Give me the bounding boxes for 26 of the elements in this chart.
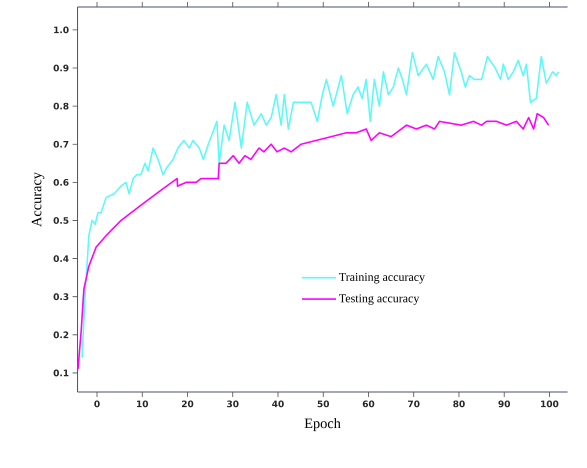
x-tick-label: 60 [362, 400, 374, 408]
y-tick-label: 0.9 [54, 64, 68, 72]
y-tick-label: 0.7 [54, 140, 68, 148]
line-series [81, 52, 560, 358]
x-tick-label: 80 [453, 400, 465, 408]
y-tick-label: 0.6 [54, 178, 69, 186]
x-axis-title: Epoch [304, 418, 341, 432]
x-tick-label: 100 [541, 400, 558, 408]
y-tick-label: 0.5 [54, 217, 68, 224]
x-tick-label: 0 [94, 400, 100, 408]
x-tick-label: 70 [408, 400, 420, 408]
x-tick-label: 10 [137, 400, 148, 408]
x-tick-label: 50 [318, 400, 330, 408]
x-tick-label: 40 [272, 400, 284, 408]
legend-label: Training accuracy [339, 272, 426, 284]
legend-label: Testing accuracy [339, 294, 420, 305]
x-tick-label: 90 [498, 400, 510, 408]
x-tick-label: 30 [227, 400, 239, 408]
y-tick-label: 0.1 [54, 370, 68, 376]
y-tick-label: 0.8 [54, 102, 68, 110]
x-tick-label: 20 [182, 400, 194, 408]
y-tick-label: 0.4 [54, 255, 69, 262]
y-tick-label: 0.3 [54, 293, 68, 300]
y-axis-title: Accuracy [32, 172, 44, 227]
y-tick-label: 0.2 [54, 331, 68, 338]
y-tick-label: 1.0 [54, 26, 69, 34]
